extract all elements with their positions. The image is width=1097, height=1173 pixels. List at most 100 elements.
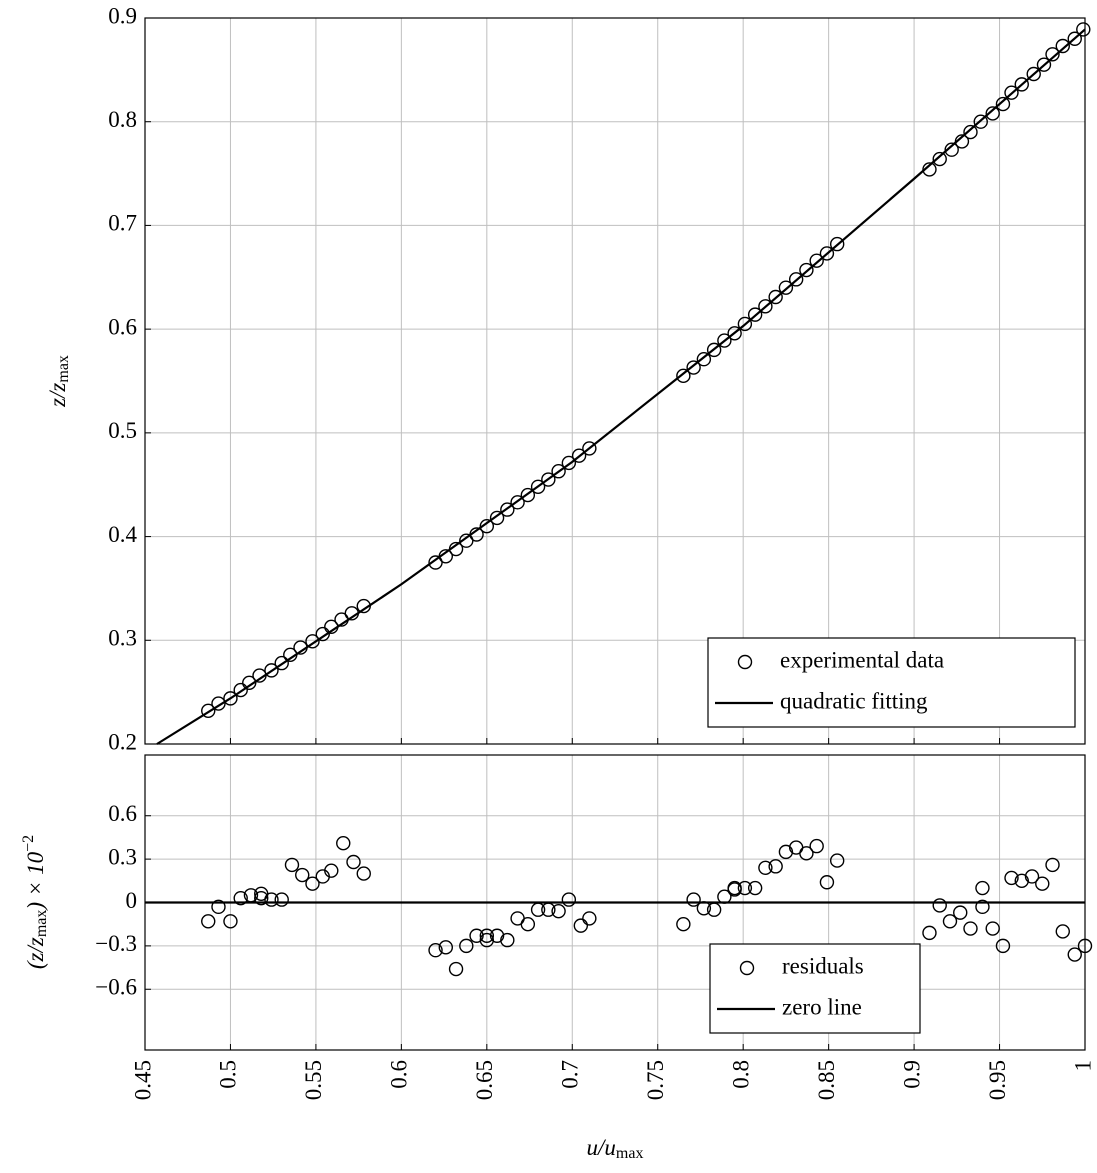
- data-point: [324, 863, 339, 878]
- data-point: [356, 866, 371, 881]
- data-point: [448, 961, 464, 977]
- data-point: [819, 875, 835, 890]
- data-point: [717, 333, 732, 348]
- x-tick-label: 0.9: [899, 1060, 924, 1089]
- data-point: [942, 914, 958, 929]
- data-point: [211, 696, 226, 711]
- x-tick-label: 0.85: [814, 1060, 839, 1100]
- data-point: [274, 892, 289, 907]
- data-point: [264, 892, 279, 907]
- data-point: [1014, 77, 1029, 92]
- data-point: [551, 903, 566, 919]
- y-tick-label: 0: [126, 888, 138, 913]
- data-point: [922, 162, 937, 177]
- data-point: [737, 880, 753, 896]
- data-point: [768, 859, 783, 874]
- data-point: [1067, 31, 1082, 46]
- data-point: [995, 96, 1011, 112]
- label-part: max: [616, 1145, 644, 1162]
- data-point: [747, 307, 763, 322]
- data-point: [944, 142, 959, 157]
- data-point: [829, 853, 845, 868]
- x-tick-label: 0.55: [301, 1060, 326, 1100]
- y-tick-label: 0.4: [108, 522, 137, 547]
- data-point: [459, 533, 474, 548]
- data-point: [829, 236, 845, 252]
- y-tick-label: −0.6: [95, 975, 137, 1000]
- y-axis-label: z/zmax: [45, 355, 71, 408]
- data-point: [489, 928, 505, 943]
- label-part: (z/z: [23, 937, 48, 969]
- data-point: [284, 857, 300, 873]
- data-point: [809, 253, 824, 268]
- data-point: [346, 854, 361, 870]
- data-point: [973, 114, 988, 129]
- data-point: [953, 905, 968, 920]
- data-point: [500, 502, 515, 517]
- data-point: [727, 326, 742, 341]
- x-tick-label: 0.65: [472, 1060, 497, 1100]
- data-point: [1055, 924, 1070, 939]
- data-point: [1014, 873, 1029, 889]
- data-point: [520, 487, 536, 503]
- data-point: [676, 368, 691, 384]
- legend-label: residuals: [782, 953, 864, 978]
- y-tick-label: 0.7: [108, 211, 137, 236]
- data-point: [686, 892, 701, 907]
- data-point: [932, 898, 947, 913]
- data-point: [500, 932, 515, 948]
- data-point: [254, 890, 269, 906]
- data-point: [295, 867, 310, 883]
- x-tick-label: 0.75: [643, 1060, 668, 1100]
- data-point: [1067, 947, 1082, 962]
- data-point: [479, 932, 495, 948]
- data-point: [315, 626, 330, 642]
- data-point: [459, 938, 474, 954]
- label-part: max: [55, 355, 72, 383]
- data-point: [809, 838, 824, 854]
- data-point: [778, 280, 794, 295]
- data-point: [223, 914, 238, 929]
- data-point: [551, 464, 566, 479]
- data-point: [696, 352, 712, 367]
- legend-label: experimental data: [780, 647, 944, 672]
- x-tick-label: 0.8: [728, 1060, 753, 1089]
- legend-marker: [739, 960, 755, 976]
- data-point: [975, 899, 990, 915]
- data-point: [963, 124, 978, 140]
- plot-frame: [144, 17, 1086, 745]
- data-point: [211, 899, 226, 915]
- data-point: [223, 691, 238, 706]
- data-point: [932, 151, 947, 167]
- data-point: [573, 918, 589, 933]
- y-tick-label: 0.8: [108, 107, 137, 132]
- data-point: [561, 892, 577, 907]
- data-point: [305, 634, 320, 649]
- data-point: [305, 876, 320, 891]
- data-point: [1045, 47, 1060, 62]
- plot-frame: [144, 754, 1086, 1051]
- y-tick-label: 0.9: [108, 3, 137, 28]
- data-point: [985, 106, 1000, 121]
- data-point: [274, 655, 289, 671]
- data-point: [995, 938, 1011, 954]
- data-point: [963, 921, 978, 936]
- legend-marker: [737, 654, 753, 670]
- data-point: [737, 316, 753, 332]
- data-point: [1055, 38, 1070, 54]
- y-tick-label: 0.6: [108, 801, 137, 826]
- data-point: [676, 916, 691, 932]
- data-point: [778, 844, 794, 860]
- label-part: ) × 10: [23, 851, 48, 911]
- y-tick-label: 0.2: [108, 729, 137, 754]
- data-point: [201, 703, 216, 719]
- data-point: [985, 921, 1000, 936]
- y-tick-label: 0.6: [108, 314, 137, 339]
- data-point: [1035, 876, 1050, 891]
- label-part: −2: [20, 835, 37, 852]
- label-part: u/u: [587, 1135, 616, 1160]
- fit-line: [156, 28, 1086, 745]
- legend-box: [709, 943, 921, 1034]
- data-point: [571, 448, 587, 463]
